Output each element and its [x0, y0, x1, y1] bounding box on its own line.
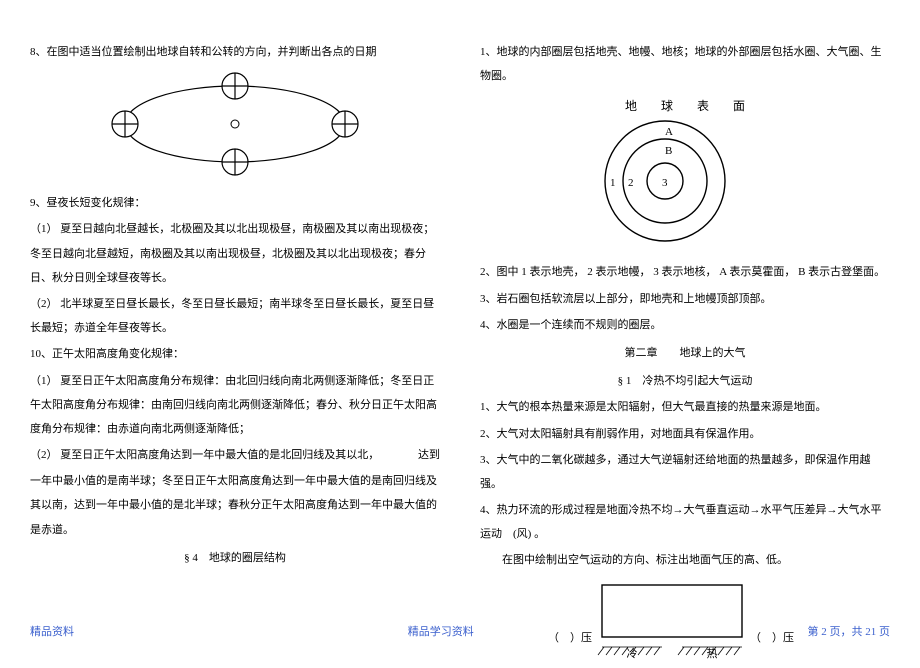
svg-text:2: 2	[628, 177, 634, 189]
r-p2: 2、图中 1 表示地壳， 2 表示地幔， 3 表示地核， A 表示莫霍面， B …	[480, 260, 890, 284]
footer-center: 精品学习资料	[408, 623, 474, 639]
svg-text:1: 1	[610, 177, 616, 189]
page-footer: 精品资料 精品学习资料 第 2 页，共 21 页	[0, 623, 920, 639]
r-a3: 3、大气中的二氧化碳越多，通过大气逆辐射还给地面的热量越多，即保温作用越强。	[480, 448, 890, 496]
orbit-diagram	[95, 72, 375, 177]
q10-2a: （2） 夏至日正午太阳高度角达到一年中最大值的是北回归线及其以北，	[30, 443, 392, 467]
r-p4: 4、水圈是一个连续而不规则的圈层。	[480, 313, 890, 337]
surface-label: 地 球 表 面	[625, 99, 745, 113]
r-a2: 2、大气对太阳辐射具有削弱作用，对地面具有保温作用。	[480, 422, 890, 446]
section4-title: § 4 地球的圈层结构	[30, 546, 440, 570]
layer-labels: A B 1 2 3	[610, 126, 673, 189]
footer-left: 精品资料	[30, 623, 74, 639]
r-a4: 4、热力环流的形成过程是地面冷热不均→大气垂直运动→水平气压差异→大气水平运动 …	[480, 498, 890, 546]
q9-2: （2） 北半球夏至日昼长最长，冬至日昼长最短；南半球冬至日昼长最长，夏至日昼长最…	[30, 292, 440, 340]
svg-text:3: 3	[662, 177, 668, 189]
q10-2b: 达到	[392, 443, 440, 467]
q10-title: 10、正午太阳高度角变化规律：	[30, 342, 440, 366]
earth-layers-diagram: 地 球 表 面 A B 1 2 3	[555, 96, 815, 246]
right-column: 1、地球的内部圈层包括地壳、地幔、地核；地球的外部圈层包括水圈、大气圈、生物圈。…	[480, 40, 890, 621]
svg-text:B: B	[665, 145, 672, 157]
svg-text:热: 热	[707, 647, 718, 659]
q9-1: （1） 夏至日越向北昼越长，北极圈及其以北出现极昼，南极圈及其以南出现极夜；冬至…	[30, 217, 440, 290]
q10-1: （1） 夏至日正午太阳高度角分布规律：由北回归线向南北两侧逐渐降低；冬至日正午太…	[30, 369, 440, 442]
section1-title: § 1 冷热不均引起大气运动	[480, 369, 890, 393]
q9-title: 9、昼夜长短变化规律：	[30, 191, 440, 215]
q8-text: 8、在图中适当位置绘制出地球自转和公转的方向，并判断出各点的日期	[30, 40, 440, 64]
q10-2c: 一年中最小值的是南半球；冬至日正午太阳高度角达到一年中最大值的是南回归线及其以南…	[30, 469, 440, 542]
r-p3: 3、岩石圈包括软流层以上部分，即地壳和上地幔顶部顶部。	[480, 287, 890, 311]
r-a1: 1、大气的根本热量来源是太阳辐射，但大气最直接的热量来源是地面。	[480, 395, 890, 419]
chapter2-title: 第二章 地球上的大气	[480, 341, 890, 365]
r-a5: 在图中绘制出空气运动的方向、标注出地面气压的高、低。	[480, 548, 890, 572]
footer-right: 第 2 页，共 21 页	[808, 623, 891, 639]
r-p1: 1、地球的内部圈层包括地壳、地幔、地核；地球的外部圈层包括水圈、大气圈、生物圈。	[480, 40, 890, 88]
left-column: 8、在图中适当位置绘制出地球自转和公转的方向，并判断出各点的日期 9、昼夜长短变…	[30, 40, 440, 621]
svg-text:冷: 冷	[627, 647, 638, 659]
svg-text:A: A	[665, 126, 673, 138]
